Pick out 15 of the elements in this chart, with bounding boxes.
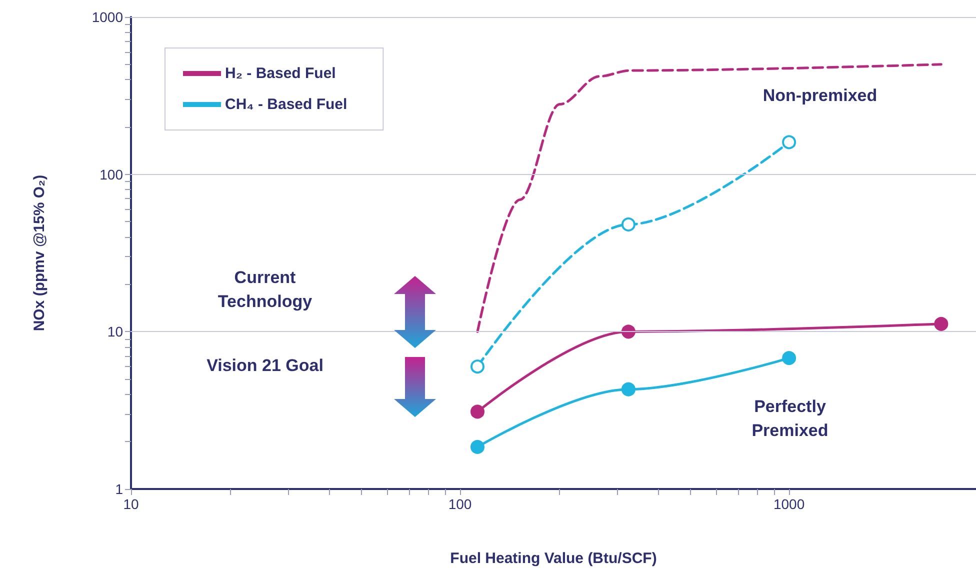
annotation: Perfectly Premixed [750,396,830,442]
annotation: Vision 21 Goal [206,355,324,377]
y-tick-label: 100 [100,166,124,182]
legend-label: H₂ - Based Fuel [225,65,336,82]
x-tick-label: 100 [448,496,472,512]
x-tick-label: 10 [123,496,139,512]
y-tick-label: 1 [115,481,124,497]
x-axis-title: Fuel Heating Value (Btu/SCF) [450,550,657,567]
legend-label: CH₄ - Based Fuel [225,96,348,113]
annotation: Current Technology [216,267,314,313]
y-tick-label: 1000 [92,9,124,25]
annotation: Non-premixed [762,85,878,107]
y-tick-label: 10 [107,324,124,340]
y-axis-title: NOx (ppmv @15% O₂) [31,174,48,332]
x-tick-label: 1000 [773,496,805,512]
